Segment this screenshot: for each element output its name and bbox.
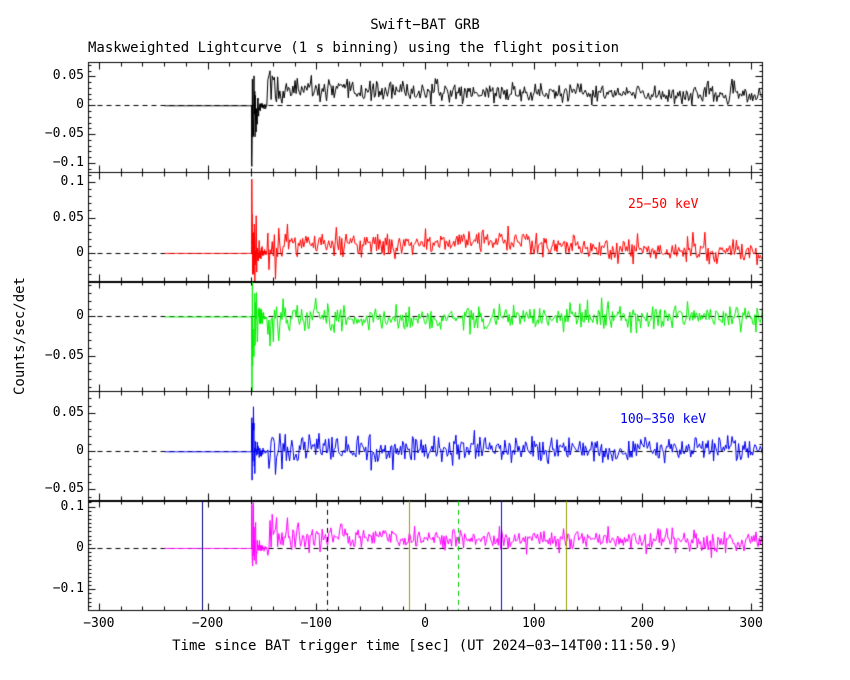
x-axis-label: Time since BAT trigger time [sec] (UT 20… <box>172 638 678 654</box>
chart-title: Swift−BAT GRB <box>370 17 480 33</box>
y-tick-label: 0 <box>76 308 84 324</box>
x-tick-label: 300 <box>739 616 763 631</box>
y-tick-label: 0 <box>76 539 84 555</box>
x-tick-label: 100 <box>521 616 546 631</box>
panel4-band-label: 100−350 keV <box>620 412 707 427</box>
y-tick-label: 0.05 <box>52 209 84 225</box>
x-tick-label: 0 <box>421 616 429 631</box>
x-tick-label: 200 <box>630 616 655 631</box>
x-tick-label: −300 <box>83 616 115 631</box>
y-tick-label: 0.1 <box>60 174 84 190</box>
x-tick-label: −200 <box>191 616 224 631</box>
y-tick-label: 0 <box>76 97 84 113</box>
y-tick-label: −0.05 <box>44 481 84 497</box>
chart-subtitle: Maskweighted Lightcurve (1 s binning) us… <box>88 40 620 56</box>
x-tick-label: −100 <box>300 616 332 631</box>
y-tick-label: −0.05 <box>44 347 84 363</box>
y-tick-label: 0.05 <box>52 405 84 421</box>
y-tick-label: 0.1 <box>60 498 84 514</box>
y-axis-label: Counts/sec/det <box>12 277 28 396</box>
panel2-band-label: 25−50 keV <box>628 197 699 212</box>
y-tick-label: −0.1 <box>52 581 84 597</box>
y-tick-label: 0 <box>76 443 84 459</box>
y-tick-label: −0.1 <box>52 154 84 170</box>
y-tick-label: 0.05 <box>52 68 84 84</box>
y-tick-label: 0 <box>76 244 84 260</box>
y-tick-label: −0.05 <box>44 126 84 142</box>
